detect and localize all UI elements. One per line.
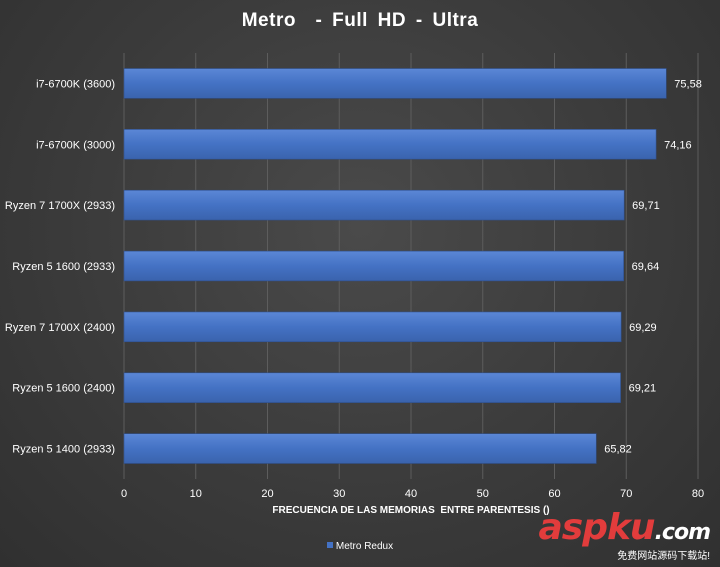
y-tick-label: i7-6700K (3000) [36, 139, 115, 151]
bars [123, 68, 667, 464]
y-tick-label: Ryzen 5 1600 (2400) [12, 383, 115, 395]
data-label: 69,21 [629, 383, 657, 395]
y-tick-label: Ryzen 7 1700X (2933) [5, 200, 115, 212]
data-label: 69,71 [632, 200, 660, 212]
x-tick-label: 0 [121, 488, 127, 500]
bar [123, 129, 657, 160]
data-labels: 75,58 74,16 69,71 69,64 69,29 69,21 65,82 [604, 78, 702, 455]
x-axis-title: FRECUENCIA DE LAS MEMORIAS ENTRE PARENTE… [272, 505, 550, 516]
watermark-tagline: 免费网站源码下载站! [617, 551, 710, 562]
x-tick-label: 80 [692, 488, 704, 500]
x-tick-labels: 0 10 20 30 40 50 60 70 80 [121, 488, 704, 500]
data-label: 75,58 [674, 78, 702, 90]
y-tick-label: Ryzen 5 1400 (2933) [12, 444, 115, 456]
watermark-logo: aspku.com 免费网站源码下载站! [538, 507, 712, 563]
bar [123, 372, 621, 403]
x-tick-label: 40 [405, 488, 417, 500]
data-label: 65,82 [604, 444, 632, 456]
legend-label: Metro Redux [335, 541, 394, 552]
bar [123, 433, 597, 464]
bar [123, 311, 622, 343]
data-label: 69,64 [632, 261, 660, 273]
x-tick-label: 30 [333, 488, 345, 500]
x-tick-label: 50 [477, 488, 489, 500]
data-label: 69,29 [629, 322, 657, 334]
bar [123, 250, 624, 282]
x-tick-label: 60 [548, 488, 560, 500]
y-tick-label: Ryzen 5 1600 (2933) [12, 261, 115, 273]
x-tick-label: 10 [190, 488, 202, 500]
y-tick-label: Ryzen 7 1700X (2400) [5, 322, 115, 334]
x-tick-label: 20 [261, 488, 273, 500]
y-tick-label: i7-6700K (3600) [36, 78, 115, 90]
legend: Metro Redux [0, 541, 720, 552]
y-tick-labels: i7-6700K (3600) i7-6700K (3000) Ryzen 7 17… [5, 78, 115, 455]
legend-swatch [326, 542, 333, 548]
chart-title: Metro - Full HD - Ultra [241, 10, 479, 31]
watermark-brand: aspku.com [538, 507, 712, 548]
data-label: 74,16 [664, 139, 692, 151]
bar [123, 189, 625, 221]
bar [123, 68, 667, 99]
x-tick-label: 70 [620, 488, 632, 500]
